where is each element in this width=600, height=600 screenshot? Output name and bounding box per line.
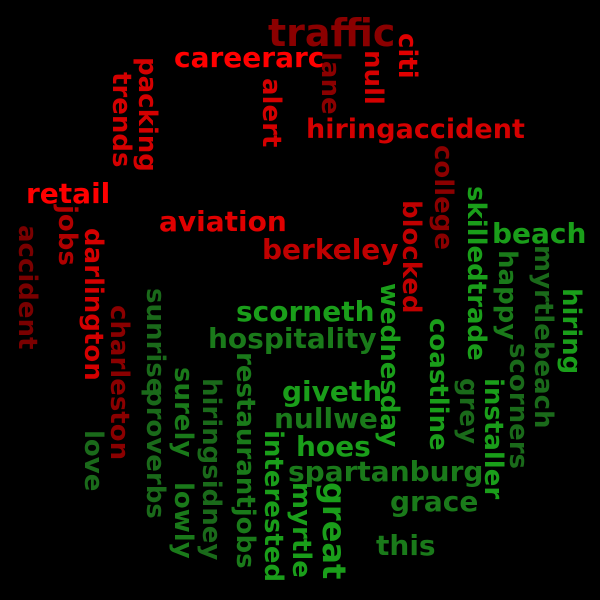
word-great: great — [315, 482, 353, 580]
word-beach: beach — [492, 217, 587, 250]
word-hiring: hiring — [556, 288, 586, 375]
word-citi: citi — [392, 33, 422, 79]
word-null: null — [358, 50, 388, 105]
word-coastline: coastline — [423, 318, 453, 451]
word-hospitality: hospitality — [208, 322, 377, 355]
word-sunrise: sunrise — [140, 288, 170, 396]
word-nullwe: nullwe — [274, 402, 378, 435]
word-traffic: traffic — [268, 11, 396, 55]
word-packing: packing — [132, 57, 162, 172]
word-darlington: darlington — [78, 228, 108, 381]
word-surely: surely — [168, 367, 198, 458]
word-jobs: jobs — [52, 205, 82, 266]
word-scorneth: scorneth — [236, 295, 375, 328]
word-aviation: aviation — [159, 205, 287, 238]
word-interested: interested — [258, 430, 288, 583]
word-alert: alert — [256, 78, 286, 148]
word-careerarc: careerarc — [174, 41, 325, 74]
word-wednesday: wednesday — [374, 283, 404, 448]
word-retail: retail — [26, 177, 111, 210]
word-myrtlebeach: myrtlebeach — [528, 245, 558, 429]
word-hoes: hoes — [296, 430, 371, 463]
word-berkeley: berkeley — [262, 233, 399, 266]
word-hiringaccident: hiringaccident — [306, 114, 525, 145]
word-accident: accident — [12, 225, 42, 350]
word-happy: happy — [492, 250, 522, 341]
word-charleston: charleston — [104, 305, 134, 461]
word-this: this — [376, 529, 436, 562]
word-skilledtrade: skilledtrade — [461, 186, 491, 361]
word-grey: grey — [453, 378, 483, 445]
word-love: love — [78, 430, 108, 492]
word-myrtle: myrtle — [286, 482, 316, 578]
word-lowly: lowly — [168, 482, 198, 559]
word-blocked: blocked — [396, 200, 426, 314]
word-college: college — [428, 145, 458, 250]
word-installer: installer — [478, 378, 508, 500]
word-trends: trends — [106, 72, 136, 168]
word-hiringsidney: hiringsidney — [196, 378, 226, 561]
word-scorners: scorners — [503, 343, 533, 470]
word-spartanburg: spartanburg — [288, 455, 484, 488]
word-giveth: giveth — [282, 375, 383, 408]
word-lane: lane — [315, 52, 345, 115]
word-proverbs: proverbs — [140, 388, 170, 519]
word-restaurantjobs: restaurantjobs — [230, 352, 260, 569]
word-grace: grace — [390, 485, 479, 518]
